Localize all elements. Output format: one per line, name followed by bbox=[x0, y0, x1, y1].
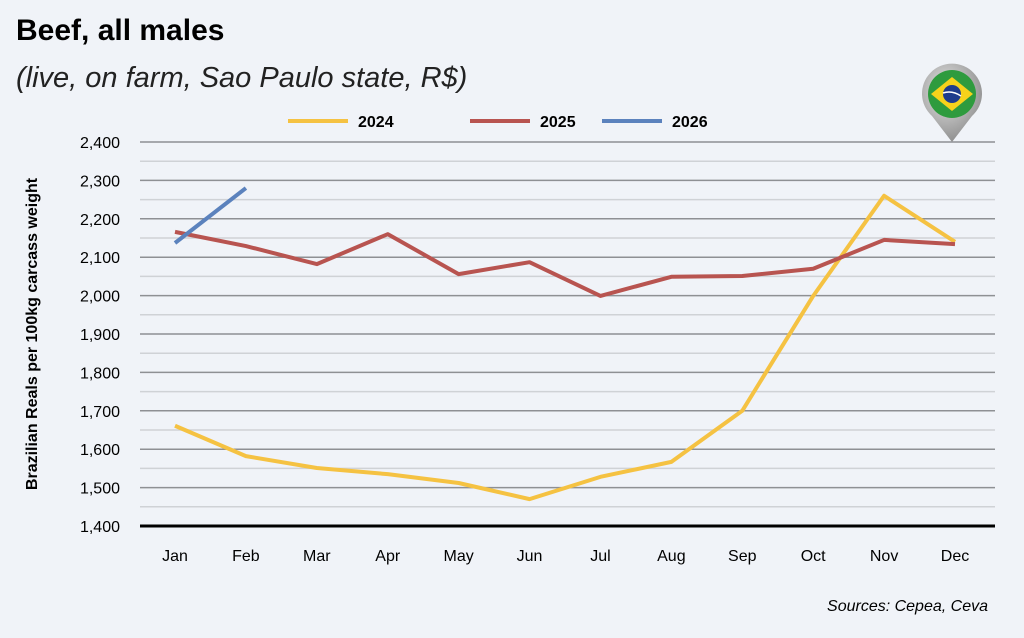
y-tick-label: 2,200 bbox=[80, 212, 120, 229]
x-tick-label: Feb bbox=[232, 548, 260, 565]
x-tick-label: Nov bbox=[870, 548, 898, 565]
brazil-flag-pin-icon bbox=[922, 63, 982, 142]
x-tick-label: May bbox=[444, 548, 474, 565]
y-tick-label: 2,000 bbox=[80, 289, 120, 306]
x-tick-label: Oct bbox=[801, 548, 826, 565]
y-tick-label: 1,700 bbox=[80, 404, 120, 421]
legend-label-2024: 2024 bbox=[358, 114, 394, 131]
y-tick-label: 1,600 bbox=[80, 442, 120, 459]
x-tick-label: Dec bbox=[941, 548, 969, 565]
legend-label-2025: 2025 bbox=[540, 114, 576, 131]
series-line-2024 bbox=[174, 193, 957, 502]
y-tick-label: 1,500 bbox=[80, 481, 120, 498]
y-tick-label: 2,100 bbox=[80, 250, 120, 267]
x-tick-label: Apr bbox=[375, 548, 401, 565]
legend-label-2026: 2026 bbox=[672, 114, 708, 131]
y-tick-label: 2,400 bbox=[80, 135, 120, 152]
y-tick-label: 2,300 bbox=[80, 173, 120, 190]
x-tick-label: Jan bbox=[162, 548, 188, 565]
chart-title: Beef, all males bbox=[16, 14, 225, 47]
y-axis-label: Brazilian Reals per 100kg carcass weight bbox=[24, 177, 41, 490]
x-tick-label: Mar bbox=[303, 548, 331, 565]
chart-subtitle: (live, on farm, Sao Paulo state, R$) bbox=[16, 62, 468, 94]
series-line-2025 bbox=[174, 229, 956, 298]
y-tick-label: 1,900 bbox=[80, 327, 120, 344]
x-tick-label: Jul bbox=[590, 548, 610, 565]
x-tick-label: Jun bbox=[517, 548, 543, 565]
y-tick-label: 1,800 bbox=[80, 365, 120, 382]
source-note: Sources: Cepea, Ceva bbox=[827, 598, 988, 615]
y-tick-label: 1,400 bbox=[80, 519, 120, 536]
x-tick-label: Sep bbox=[728, 548, 757, 565]
series-line-2026 bbox=[173, 186, 248, 245]
x-tick-label: Aug bbox=[657, 548, 685, 565]
